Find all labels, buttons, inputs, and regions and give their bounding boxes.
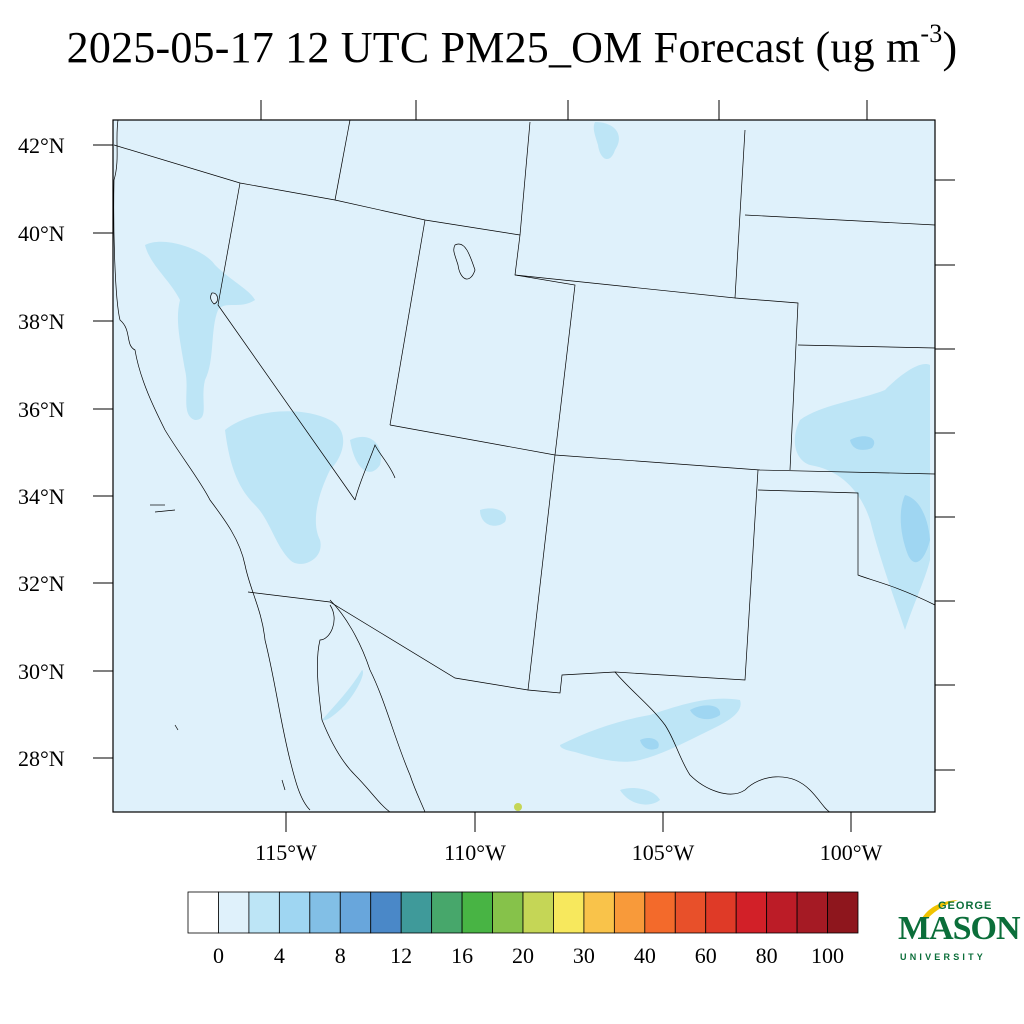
logo-swoosh-icon <box>922 900 958 918</box>
lat-label-42: 42°N <box>18 133 65 158</box>
colorbar-swatch <box>553 891 585 934</box>
colorbar-swatch <box>400 891 433 934</box>
lat-label-40: 40°N <box>18 221 65 246</box>
map-frame <box>112 119 936 813</box>
concentration-shading <box>145 122 930 805</box>
colorbar-swatch <box>827 891 859 934</box>
hotspot-marker <box>514 803 522 811</box>
colorbar-label: 30 <box>573 943 595 968</box>
lon-label-115: 115°W <box>255 840 317 865</box>
colorbar-label: 0 <box>213 943 224 968</box>
chart-title: 2025-05-17 12 UTC PM25_OM Forecast (ug m… <box>0 19 1024 73</box>
colorbar-swatch <box>187 891 219 934</box>
colorbar-label: 16 <box>451 943 473 968</box>
colorbar-swatch <box>278 891 311 934</box>
colorbar-label: 12 <box>390 943 412 968</box>
colorbar-swatch <box>583 891 615 934</box>
right-ticks <box>935 179 955 771</box>
colorbar-label: 4 <box>274 943 285 968</box>
colorbar-label: 8 <box>335 943 346 968</box>
logo-mason: MASON <box>898 910 1021 947</box>
gmu-logo: GEORGE MASON UNIVERSITY <box>898 896 1021 976</box>
colorbar-label: 80 <box>756 943 778 968</box>
lat-label-38: 38°N <box>18 309 65 334</box>
concentration-shading-darker <box>640 436 930 750</box>
left-ticks <box>93 144 113 759</box>
lat-label-36: 36°N <box>18 397 65 422</box>
lakes <box>210 243 476 305</box>
colorbar-swatch <box>218 891 250 934</box>
colorbar-label: 40 <box>634 943 656 968</box>
colorbar-swatch <box>796 891 828 934</box>
islands <box>150 504 286 791</box>
colorbar-swatch <box>705 891 737 934</box>
title-superscript: -3 <box>920 19 943 49</box>
top-ticks <box>260 100 868 120</box>
lat-label-28: 28°N <box>18 746 65 771</box>
lon-label-110: 110°W <box>444 840 506 865</box>
colorbar-swatch <box>248 891 280 934</box>
colorbar-swatch <box>766 891 798 934</box>
colorbar-swatch <box>735 891 768 934</box>
lon-label-100: 100°W <box>820 840 883 865</box>
title-main: 2025-05-17 12 UTC PM25_OM Forecast (ug m <box>66 23 921 72</box>
colorbar-swatch <box>613 891 646 934</box>
boundary-lines <box>113 119 936 813</box>
colorbar-swatch <box>461 891 493 934</box>
colorbar-swatch <box>492 891 524 934</box>
colorbar-swatch <box>309 891 341 934</box>
logo-university: UNIVERSITY <box>900 952 987 962</box>
colorbar-label: 60 <box>695 943 717 968</box>
lat-label-32: 32°N <box>18 571 65 596</box>
lon-label-105: 105°W <box>632 840 695 865</box>
lat-label-30: 30°N <box>18 659 65 684</box>
title-close: ) <box>942 23 958 72</box>
colorbar-swatch <box>431 891 463 934</box>
colorbar-swatch <box>522 891 554 934</box>
colorbar-swatch <box>674 891 707 934</box>
colorbar-swatch <box>339 891 372 934</box>
bottom-ticks <box>285 812 852 832</box>
colorbar-swatch <box>370 891 402 934</box>
colorbar-label: 100 <box>811 943 844 968</box>
logo-george: GEORGE <box>938 900 993 912</box>
colorbar-swatch <box>644 891 676 934</box>
colorbar-label: 20 <box>512 943 534 968</box>
lat-label-34: 34°N <box>18 484 65 509</box>
colorbar: 0 4 8 12 16 20 30 40 60 80 100 <box>187 891 859 968</box>
